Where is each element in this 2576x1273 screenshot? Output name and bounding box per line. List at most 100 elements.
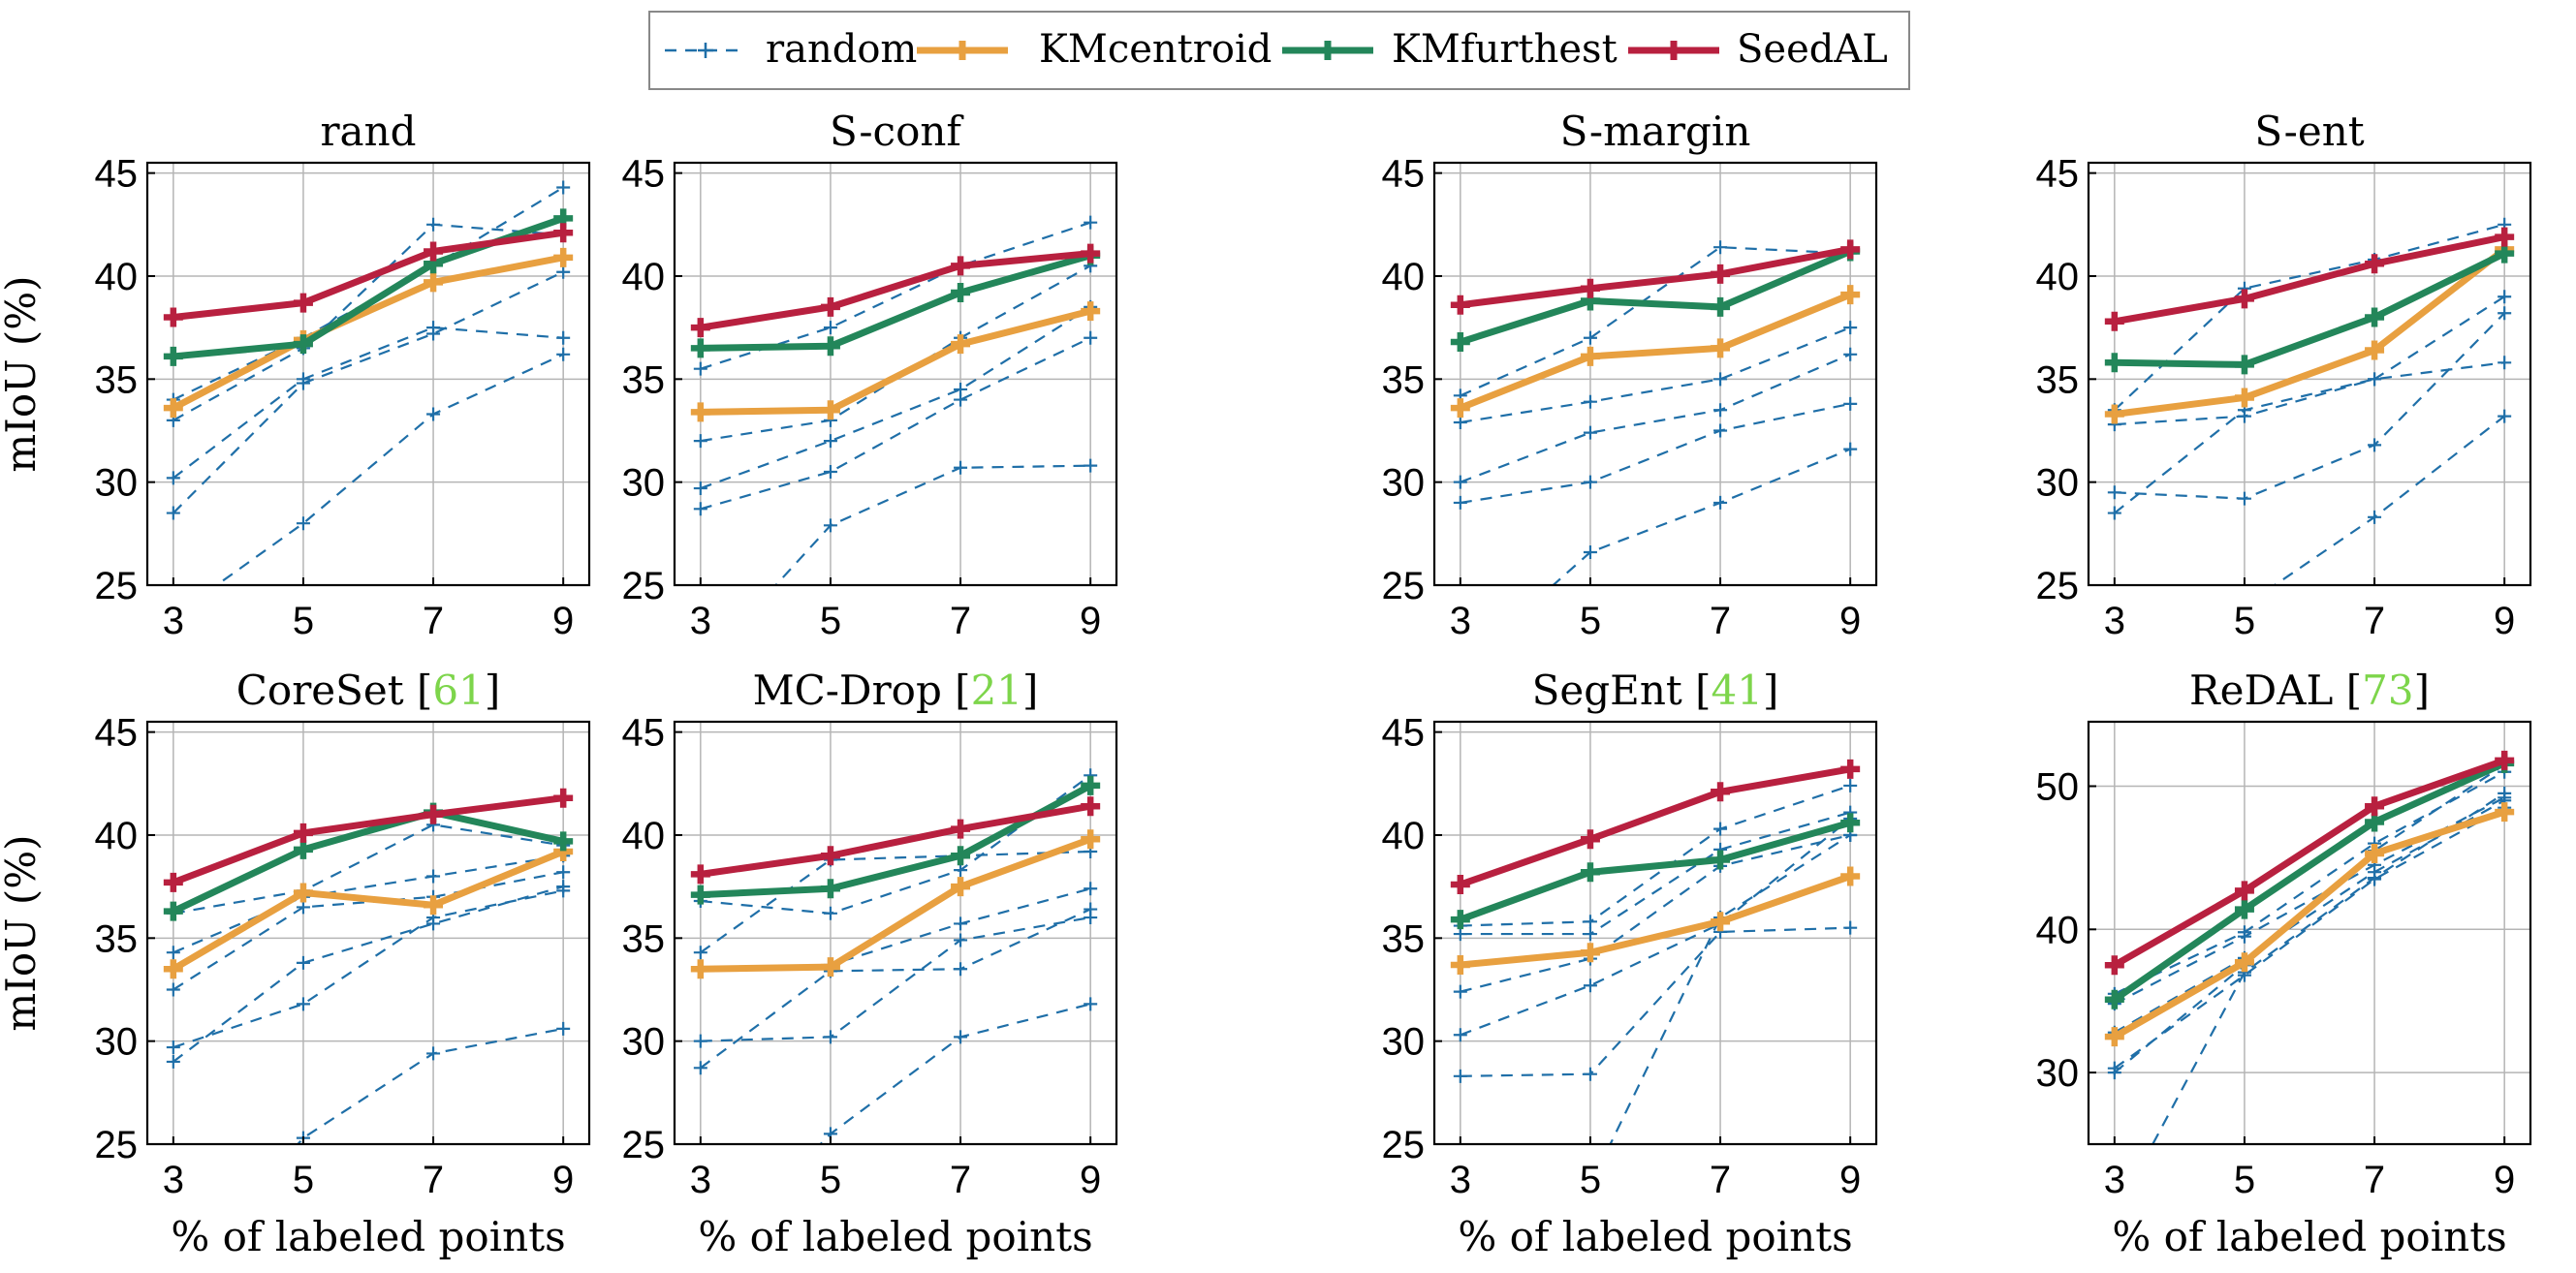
seedal-point: [163, 307, 183, 327]
kmcentroid-line: [1460, 873, 1852, 969]
kmcentroid-point: [1580, 943, 1600, 963]
y-tick-label: 30: [2036, 1052, 2080, 1095]
random-point: [296, 516, 310, 531]
kmfurthest-point: [1450, 332, 1470, 353]
legend-entry-seedal: SeedAL: [1628, 27, 1888, 72]
panel-7-title: SegEnt [41]: [1532, 667, 1779, 714]
random-point: [426, 217, 441, 232]
y-tick-label: 25: [622, 1124, 666, 1166]
kmfurthest-line: [1459, 248, 1852, 346]
seedal-point: [951, 819, 971, 839]
random-run-line: [2114, 770, 2505, 995]
kmcentroid-point: [2234, 388, 2254, 408]
random-point: [954, 460, 968, 475]
seedal-point: [1580, 829, 1600, 850]
random-run-line: [1460, 326, 1851, 424]
seedal-line: [700, 250, 1091, 331]
random-point: [823, 465, 837, 480]
kmcentroid-point: [951, 334, 971, 355]
legend-marker-random: [698, 43, 713, 58]
random-run-line: [700, 305, 1091, 490]
random-run-line: [1460, 926, 1851, 1077]
random-run-line: [214, 353, 564, 585]
y-tick-label: 25: [95, 565, 139, 607]
panel-4-frame: [2087, 161, 2532, 587]
x-axis-label: % of labeled points: [698, 1213, 1092, 1260]
y-tick-label: 45: [95, 712, 139, 755]
panel-3-title: S-margin: [1560, 108, 1751, 155]
x-tick-label: 7: [950, 1159, 971, 1201]
y-tick-label: 35: [2036, 358, 2080, 401]
x-axis-label: % of labeled points: [2112, 1213, 2506, 1260]
seedal-point: [163, 872, 183, 892]
random-run-line: [173, 871, 564, 991]
random-point: [556, 264, 571, 279]
y-tick-label: 30: [95, 462, 139, 505]
random-run-line: [173, 823, 564, 915]
random-point: [1713, 822, 1728, 836]
seedal-point: [2234, 881, 2254, 901]
random-run-line: [173, 889, 564, 1049]
random-point: [1713, 403, 1728, 418]
random-point: [1084, 997, 1098, 1011]
kmcentroid-line: [2113, 808, 2506, 1040]
kmfurthest-point: [2104, 353, 2124, 373]
kmfurthest-point: [820, 879, 840, 899]
random-point: [693, 481, 707, 496]
kmcentroid-point: [1450, 954, 1470, 975]
y-tick-label: 40: [2036, 256, 2080, 298]
y-tick-label: 45: [622, 153, 666, 196]
x-tick-label: 9: [1080, 1159, 1101, 1201]
y-tick-label: 35: [95, 358, 139, 401]
kmfurthest-point: [1711, 296, 1731, 317]
random-run-line: [173, 186, 564, 401]
random-point: [1713, 495, 1728, 510]
seedal-point: [293, 293, 313, 313]
kmfurthest-point: [2234, 899, 2254, 919]
seedal-point: [1081, 796, 1101, 817]
kmfurthest-point: [1711, 850, 1731, 870]
kmcentroid-point: [163, 959, 183, 979]
random-run-line: [700, 908, 1091, 1070]
seedal-point: [820, 846, 840, 866]
panel-8-frame: [2087, 720, 2532, 1146]
y-tick-label: 45: [1382, 712, 1426, 755]
kmcentroid-point: [1580, 346, 1600, 366]
random-point: [1583, 475, 1597, 489]
y-tick-label: 25: [622, 565, 666, 607]
x-tick-label: 5: [820, 600, 841, 642]
random-point: [1084, 882, 1098, 896]
random-run-line: [1460, 784, 1851, 927]
random-point: [693, 946, 707, 960]
random-point: [823, 518, 837, 533]
random-point: [2368, 372, 2382, 387]
random-run-line: [1460, 818, 1851, 1037]
random-point: [296, 900, 310, 915]
x-tick-label: 3: [163, 1159, 184, 1201]
panel-8-data: [2104, 750, 2515, 1144]
y-tick-label: 35: [622, 358, 666, 401]
seedal-point: [951, 256, 971, 276]
panel-4-data: [2104, 217, 2515, 585]
legend-marker-kmcentroid: [953, 41, 972, 60]
legend-entry-kmfurthest: KMfurthest: [1282, 27, 1618, 72]
kmcentroid-point: [424, 272, 444, 293]
kmfurthest-line: [1459, 819, 1852, 923]
kmcentroid-point: [1711, 338, 1731, 358]
random-point: [426, 1046, 441, 1061]
random-point: [426, 916, 441, 931]
random-point: [694, 1261, 707, 1273]
citation-number: 73: [2362, 667, 2413, 714]
random-point: [2107, 485, 2121, 500]
y-tick-label: 25: [95, 1124, 139, 1166]
random-point: [693, 1034, 707, 1048]
seedal-point: [1580, 278, 1600, 298]
x-tick-label: 9: [1080, 600, 1101, 642]
seedal-point: [2365, 254, 2385, 274]
random-point: [1453, 475, 1467, 489]
seedal-point: [1450, 875, 1470, 895]
random-point: [166, 1054, 180, 1069]
x-tick-label: 9: [552, 1159, 574, 1201]
